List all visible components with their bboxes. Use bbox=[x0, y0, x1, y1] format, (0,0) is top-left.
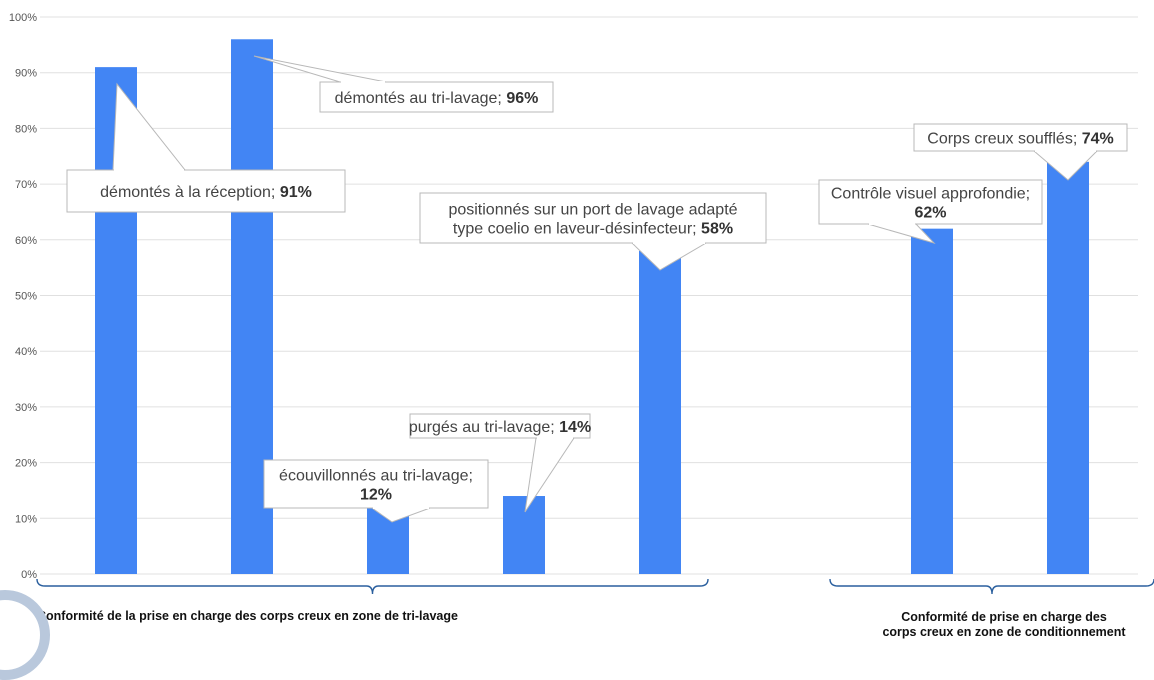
bar bbox=[911, 228, 953, 574]
callout-label: écouvillonnés au tri-lavage; bbox=[279, 468, 473, 485]
bar bbox=[503, 496, 545, 574]
callout-label: Corps creux soufflés; 74% bbox=[927, 131, 1113, 148]
callout-pointer bbox=[524, 437, 575, 513]
callout-value: 14% bbox=[559, 419, 591, 436]
y-tick-label: 40% bbox=[15, 346, 37, 358]
callout-label: démontés au tri-lavage; 96% bbox=[335, 90, 539, 107]
callout-box bbox=[66, 169, 346, 213]
bar bbox=[1047, 161, 1089, 574]
y-tick-label: 0% bbox=[21, 569, 37, 581]
callout-value: 58% bbox=[701, 221, 733, 238]
callout-value: 12% bbox=[360, 487, 392, 504]
callout-box bbox=[913, 123, 1128, 152]
group-label: Conformité de prise en charge des bbox=[901, 610, 1107, 624]
chart-area: 0% 10% 20% 30% 40% 50% 60% 70% 80% 90% 100% démont… bbox=[9, 12, 1154, 639]
group-braces bbox=[36, 578, 1154, 595]
callout: démontés à la réception; 91% bbox=[66, 82, 346, 213]
callout: Contrôle visuel approfondie; 62% bbox=[818, 179, 1043, 244]
y-tick-label: 60% bbox=[15, 235, 37, 247]
y-axis: 0% 10% 20% 30% 40% 50% 60% 70% 80% 90% 100% bbox=[9, 12, 37, 581]
callout-label: positionnés sur un port de lavage adapté bbox=[448, 202, 737, 219]
callouts: démontés à la réception; 91% démontés au … bbox=[66, 55, 1128, 523]
callout-label: Contrôle visuel approfondie; bbox=[831, 186, 1030, 203]
callout-box bbox=[319, 81, 554, 113]
callout-value: 74% bbox=[1082, 131, 1114, 148]
callout-pointer bbox=[253, 55, 387, 83]
callout: Corps creux soufflés; 74% bbox=[913, 123, 1128, 181]
callout-label: démontés à la réception; 91% bbox=[100, 184, 312, 201]
y-tick-label: 30% bbox=[15, 402, 37, 414]
y-tick-label: 80% bbox=[15, 123, 37, 135]
bar bbox=[639, 250, 681, 574]
callout-pointer bbox=[112, 82, 187, 171]
bars bbox=[95, 39, 1089, 574]
group-label: corps creux en zone de conditionnement bbox=[882, 625, 1126, 639]
callout-box bbox=[409, 413, 591, 439]
callout: purgés au tri-lavage; 14% bbox=[409, 413, 591, 513]
y-tick-label: 50% bbox=[15, 291, 37, 303]
callout: écouvillonnés au tri-lavage; 12% bbox=[263, 459, 489, 523]
callout: démontés au tri-lavage; 96% bbox=[253, 55, 554, 113]
callout-value: 96% bbox=[506, 90, 538, 107]
callout-value: 62% bbox=[914, 205, 946, 222]
callout-label: type coelio en laveur-désinfecteur; 58% bbox=[453, 221, 733, 238]
callout-box bbox=[419, 192, 767, 244]
group-label: Conformité de la prise en charge des cor… bbox=[37, 609, 458, 623]
group-labels: Conformité de la prise en charge des cor… bbox=[37, 609, 1126, 639]
group-brace bbox=[829, 578, 1154, 595]
y-tick-label: 10% bbox=[15, 513, 37, 525]
callout: positionnés sur un port de lavage adapté… bbox=[419, 192, 767, 271]
y-tick-label: 100% bbox=[9, 12, 37, 24]
group-brace bbox=[36, 578, 709, 595]
y-tick-label: 70% bbox=[15, 179, 37, 191]
callout-box bbox=[263, 459, 489, 509]
callout-label: purgés au tri-lavage; 14% bbox=[409, 419, 591, 436]
gridlines bbox=[40, 16, 1138, 575]
y-tick-label: 20% bbox=[15, 458, 37, 470]
callout-box bbox=[818, 179, 1043, 225]
y-tick-label: 90% bbox=[15, 68, 37, 80]
callout-value: 91% bbox=[280, 184, 312, 201]
